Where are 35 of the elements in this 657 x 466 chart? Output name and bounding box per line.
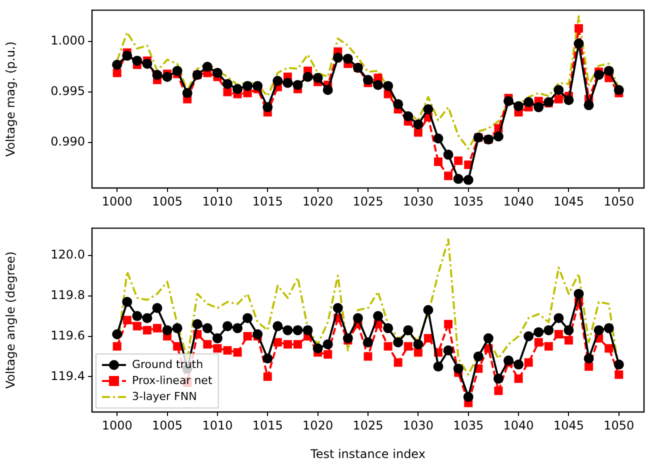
x-tick-label: 1005 (152, 418, 183, 432)
x-tick-label: 1000 (102, 418, 132, 432)
legend-label: Prox-linear net (132, 374, 213, 387)
y-axis-title: Voltage angle (degree) (3, 251, 18, 389)
x-tick-label: 1045 (553, 194, 584, 208)
x-tick-label: 1050 (604, 418, 634, 432)
x-tick-label: 1025 (352, 194, 384, 208)
x-tick-label: 1030 (402, 418, 434, 432)
y-tick-label: 119.6 (50, 328, 85, 342)
x-tick-label: 1005 (152, 194, 183, 208)
x-tick-label: 1025 (352, 418, 384, 432)
x-tick-label: 1010 (202, 194, 233, 208)
y-tick-label: 119.4 (50, 368, 85, 383)
x-tick-label: 1050 (604, 194, 634, 208)
y-tick-label: 0.990 (50, 134, 85, 149)
y-tick-label: 120.0 (50, 248, 85, 262)
x-tick-label: 1015 (252, 418, 283, 432)
x-tick-label: 1000 (102, 194, 132, 208)
y-axis-title: Voltage mag. (p.u.) (3, 41, 18, 157)
x-tick-label: 1030 (402, 194, 434, 208)
x-tick-label: 1035 (453, 194, 484, 208)
y-tick-label: 0.995 (50, 84, 85, 98)
x-tick-label: 1035 (453, 418, 484, 432)
x-tick-label: 1020 (302, 418, 334, 432)
x-axis-title: Test instance index (310, 446, 426, 461)
x-tick-label: 1040 (503, 194, 534, 208)
legend-label: Ground truth (132, 358, 204, 371)
y-tick-label: 119.8 (50, 288, 85, 302)
x-tick-label: 1010 (202, 418, 233, 432)
y-tick-label: 1.000 (50, 34, 85, 48)
x-tick-label: 1045 (553, 418, 584, 432)
legend-label: 3-layer FNN (132, 390, 197, 403)
x-tick-label: 1020 (302, 194, 334, 208)
x-tick-label: 1040 (503, 418, 534, 432)
x-tick-label: 1015 (252, 194, 283, 208)
